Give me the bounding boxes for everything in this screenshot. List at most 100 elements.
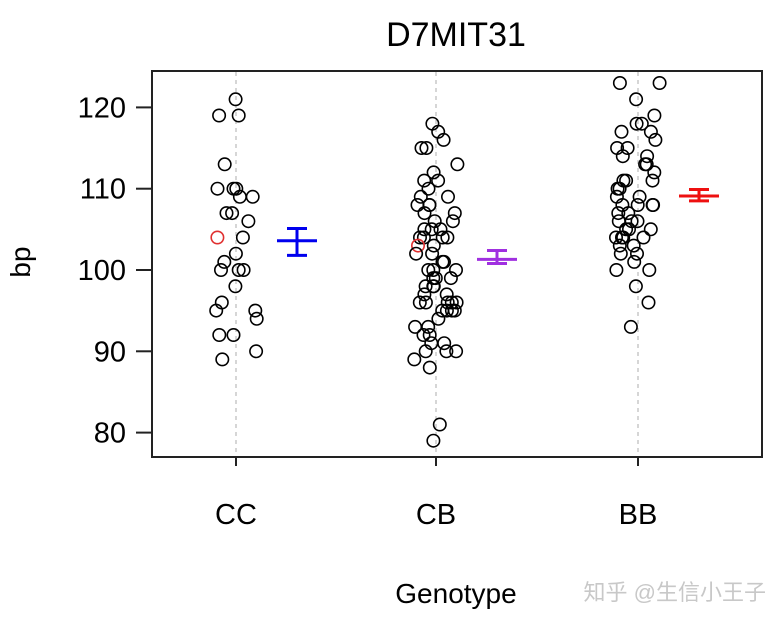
- y-tick-label: 100: [78, 255, 126, 287]
- data-point: [229, 181, 244, 196]
- data-point: [647, 165, 662, 180]
- data-point: [228, 92, 243, 107]
- data-point: [210, 181, 225, 196]
- data-point: [426, 279, 441, 294]
- data-point: [424, 222, 439, 237]
- data-point: [426, 238, 441, 253]
- data-point: [417, 206, 432, 221]
- data-point: [422, 360, 437, 375]
- data-point: [612, 238, 627, 253]
- data-point: [421, 319, 436, 334]
- data-point: [440, 189, 455, 204]
- data-point: [422, 327, 437, 342]
- highlight-point: [410, 238, 425, 253]
- data-point: [417, 222, 432, 237]
- y-tick-label: 110: [80, 174, 126, 206]
- data-point: [445, 214, 460, 229]
- y-axis: 80 90 100 110 120: [78, 92, 152, 450]
- data-point: [417, 173, 432, 188]
- data-point: [630, 214, 645, 229]
- data-point: [212, 108, 227, 123]
- data-point: [418, 295, 433, 310]
- data-point: [640, 149, 655, 164]
- data-point: [228, 279, 243, 294]
- data-point: [615, 149, 630, 164]
- data-point: [647, 108, 662, 123]
- data-point: [629, 116, 644, 131]
- data-point: [642, 262, 657, 277]
- data-point: [439, 344, 454, 359]
- watermark: 知乎 @生信小王子: [584, 580, 766, 605]
- data-point: [426, 271, 441, 286]
- data-point: [626, 238, 641, 253]
- data-point: [219, 206, 234, 221]
- data-point: [416, 327, 431, 342]
- data-point: [432, 417, 447, 432]
- data-point: [611, 206, 626, 221]
- highlight-point: [210, 230, 225, 245]
- y-tick-label: 90: [94, 336, 126, 368]
- data-point: [621, 206, 636, 221]
- data-point: [623, 319, 638, 334]
- data-point: [226, 181, 241, 196]
- data-point: [643, 222, 658, 237]
- data-point: [225, 206, 240, 221]
- data-point: [249, 311, 264, 326]
- data-point: [421, 181, 436, 196]
- x-axis-label: Genotype: [395, 578, 516, 609]
- data-point: [613, 246, 628, 261]
- data-point: [612, 181, 627, 196]
- data-point: [437, 336, 452, 351]
- data-point: [418, 279, 433, 294]
- data-point: [217, 254, 232, 269]
- x-tick-label: CC: [215, 499, 257, 531]
- data-point: [431, 173, 446, 188]
- data-point: [425, 246, 440, 261]
- data-point: [443, 271, 458, 286]
- data-point: [636, 230, 651, 245]
- data-point: [215, 352, 230, 367]
- data-point: [407, 352, 422, 367]
- data-point: [245, 189, 260, 204]
- data-point: [412, 230, 427, 245]
- data-point: [232, 189, 247, 204]
- data-point: [418, 344, 433, 359]
- data-point: [249, 344, 264, 359]
- data-point: [209, 303, 224, 318]
- data-point: [412, 295, 427, 310]
- data-point: [627, 254, 642, 269]
- data-point: [417, 287, 432, 302]
- data-point: [409, 246, 424, 261]
- error-bar-bb: [679, 188, 719, 203]
- data-point: [410, 198, 425, 213]
- data-point: [236, 262, 251, 277]
- error-bar-cb: [477, 248, 517, 265]
- data-point: [444, 303, 459, 318]
- data-point: [444, 295, 459, 310]
- data-point: [614, 124, 629, 139]
- y-tick-label: 80: [94, 418, 126, 450]
- data-point: [435, 254, 450, 269]
- data-point: [629, 92, 644, 107]
- plot-frame: [151, 70, 763, 458]
- data-point: [241, 214, 256, 229]
- data-point: [214, 262, 229, 277]
- data-point: [431, 311, 446, 326]
- data-point: [228, 246, 243, 261]
- data-point: [628, 279, 643, 294]
- data-point: [226, 327, 241, 342]
- data-point: [217, 157, 232, 172]
- data-point: [426, 262, 441, 277]
- data-point: [414, 141, 429, 156]
- data-point: [632, 189, 647, 204]
- chart-title: D7MIT31: [386, 16, 526, 54]
- data-point: [426, 433, 441, 448]
- error-bar-cc: [277, 227, 317, 257]
- data-point: [235, 230, 250, 245]
- data-point: [436, 132, 451, 147]
- data-point: [426, 165, 441, 180]
- data-point: [616, 230, 631, 245]
- data-point: [620, 141, 635, 156]
- x-tick-label: CB: [416, 499, 456, 531]
- data-point: [449, 344, 464, 359]
